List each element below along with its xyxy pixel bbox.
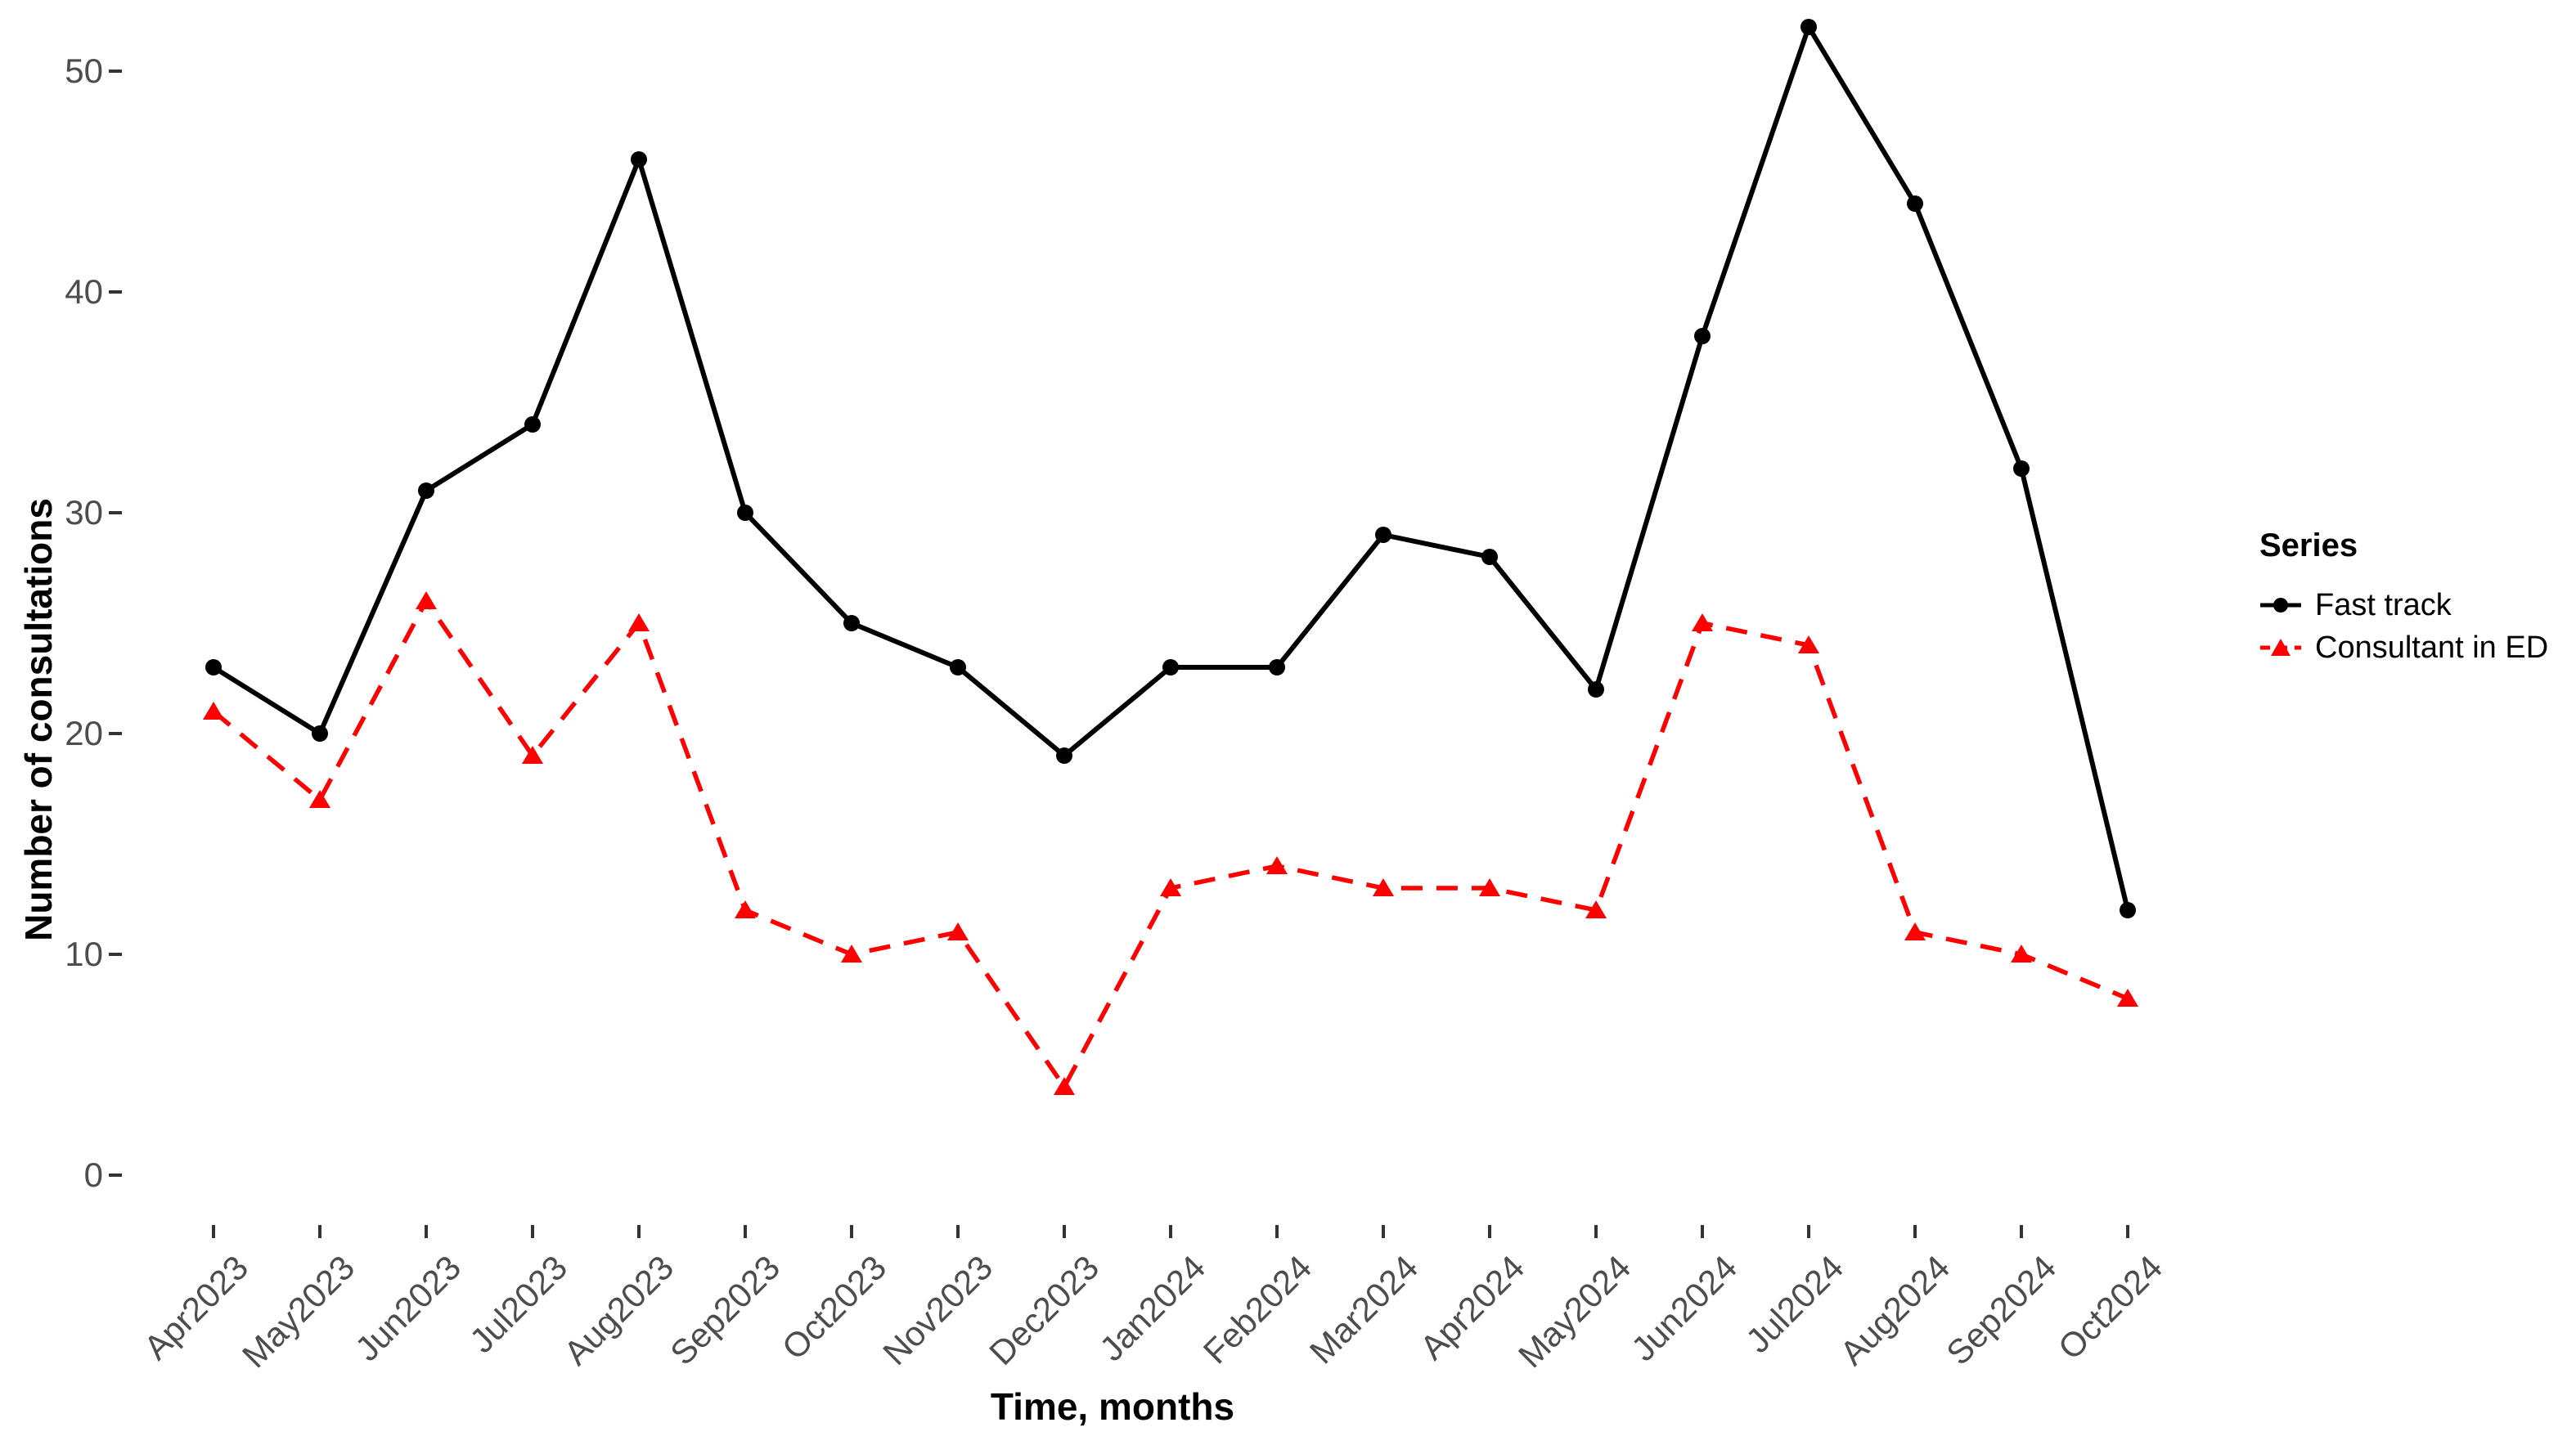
- x-tick: [744, 1225, 747, 1238]
- key-marker: [2271, 639, 2291, 656]
- series-line-fast-track: [212, 20, 2130, 911]
- y-tick-label: 50: [65, 52, 103, 90]
- marker-fast-track: [950, 659, 966, 675]
- x-tick: [1594, 1225, 1598, 1238]
- key-marker: [2273, 598, 2288, 613]
- x-tick: [212, 1225, 215, 1238]
- y-tick: [109, 1174, 122, 1177]
- marker-consultant-in-ed: [2117, 989, 2138, 1007]
- x-tick: [1488, 1225, 1491, 1238]
- x-tick: [850, 1225, 853, 1238]
- marker-consultant-in-ed: [1479, 878, 1500, 896]
- marker-fast-track: [1907, 195, 1923, 212]
- marker-consultant-in-ed: [841, 945, 862, 963]
- marker-consultant-in-ed: [1585, 900, 1607, 918]
- x-tick: [531, 1225, 534, 1238]
- consultant-in-ed-key-icon: [2259, 631, 2302, 664]
- marker-fast-track: [1801, 19, 1817, 35]
- x-tick: [318, 1225, 321, 1238]
- y-tick-label: 10: [65, 935, 103, 973]
- y-tick-label: 30: [65, 493, 103, 532]
- x-tick: [956, 1225, 960, 1238]
- marker-fast-track: [1481, 549, 1498, 565]
- marker-consultant-in-ed: [628, 613, 650, 631]
- legend-title: Series: [2259, 527, 2358, 563]
- x-tick: [1275, 1225, 1279, 1238]
- legend-label-consultant-in-ed: Consultant in ED: [2315, 630, 2549, 665]
- marker-fast-track: [1694, 328, 1711, 344]
- marker-fast-track: [312, 725, 328, 742]
- marker-consultant-in-ed: [1692, 613, 1713, 631]
- marker-fast-track: [1162, 659, 1179, 675]
- y-tick-label: 0: [83, 1156, 103, 1194]
- x-tick: [425, 1225, 428, 1238]
- x-tick: [1063, 1225, 1066, 1238]
- marker-fast-track: [2013, 460, 2030, 477]
- y-tick: [109, 70, 122, 73]
- x-tick: [2126, 1225, 2129, 1238]
- legend-item-fast-track: Fast track: [2259, 584, 2548, 626]
- marker-fast-track: [1588, 681, 1604, 698]
- x-tick: [1701, 1225, 1704, 1238]
- marker-fast-track: [524, 416, 541, 433]
- x-tick: [2020, 1225, 2023, 1238]
- x-tick: [1169, 1225, 1172, 1238]
- y-tick: [109, 290, 122, 294]
- y-axis-title: Number of consultations: [17, 498, 60, 941]
- y-tick: [109, 953, 122, 956]
- y-tick-label: 20: [65, 714, 103, 752]
- x-tick: [1913, 1225, 1917, 1238]
- legend: Series Fast track Consultant in ED: [2259, 527, 2548, 669]
- marker-consultant-in-ed: [947, 922, 969, 940]
- marker-consultant-in-ed: [522, 746, 543, 764]
- marker-consultant-in-ed: [1904, 922, 1926, 940]
- marker-consultant-in-ed: [309, 790, 330, 808]
- marker-fast-track: [631, 151, 647, 168]
- marker-fast-track: [737, 505, 753, 521]
- y-tick: [109, 511, 122, 514]
- marker-fast-track: [1056, 747, 1072, 764]
- marker-consultant-in-ed: [203, 702, 224, 720]
- marker-fast-track: [418, 482, 434, 499]
- marker-consultant-in-ed: [1054, 1077, 1075, 1095]
- marker-consultant-in-ed: [1798, 635, 1819, 653]
- fast-track-key-icon: [2259, 589, 2302, 622]
- y-tick-label: 40: [65, 272, 103, 311]
- marker-consultant-in-ed: [1160, 878, 1181, 896]
- marker-fast-track: [1375, 527, 1391, 543]
- marker-consultant-in-ed: [735, 900, 756, 918]
- marker-fast-track: [205, 659, 222, 675]
- marker-consultant-in-ed: [1266, 856, 1288, 874]
- legend-label-fast-track: Fast track: [2315, 587, 2452, 622]
- marker-fast-track: [1269, 659, 1285, 675]
- marker-consultant-in-ed: [416, 591, 437, 609]
- marker-consultant-in-ed: [1373, 878, 1394, 896]
- x-tick: [1807, 1225, 1810, 1238]
- x-tick: [1382, 1225, 1385, 1238]
- legend-item-consultant-in-ed: Consultant in ED: [2259, 626, 2548, 669]
- x-tick: [637, 1225, 641, 1238]
- marker-fast-track: [843, 615, 860, 631]
- consultant-in-ed-key-glyph: [2260, 639, 2301, 656]
- marker-fast-track: [2120, 902, 2136, 918]
- x-axis-title: Time, months: [990, 1385, 1235, 1428]
- marker-consultant-in-ed: [2011, 945, 2032, 963]
- y-tick: [109, 732, 122, 735]
- fast-track-key-glyph: [2260, 598, 2301, 613]
